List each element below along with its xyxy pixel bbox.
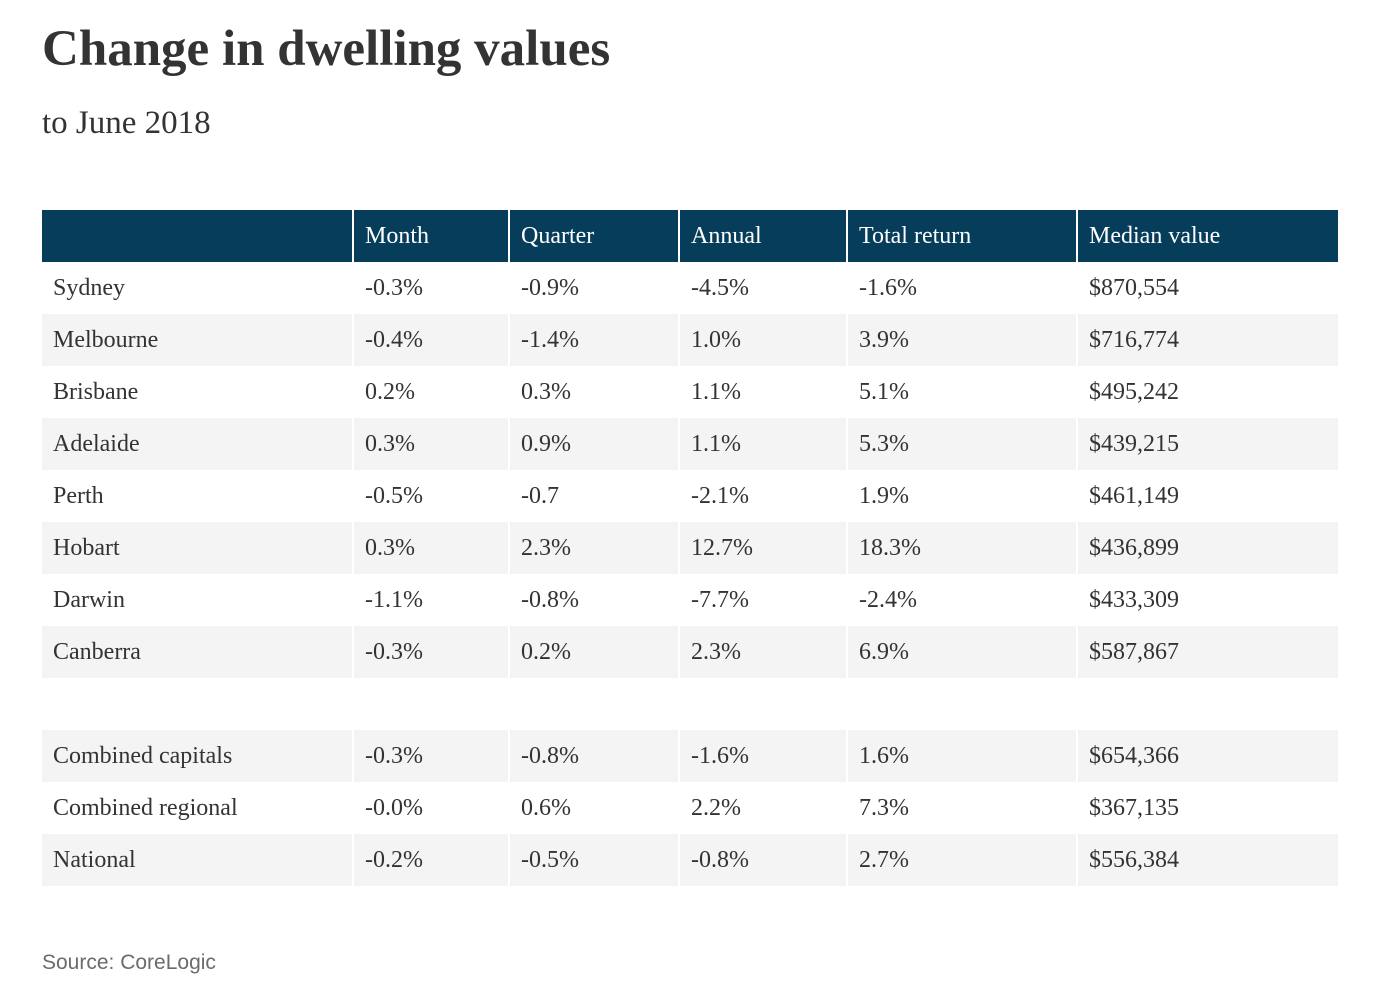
cell-annual: -7.7% xyxy=(678,574,847,626)
cell-region: Perth xyxy=(53,482,104,509)
cell-median-value: $587,867 xyxy=(1076,626,1338,678)
spacer-cell xyxy=(42,678,1338,730)
cell-median-value: $556,384 xyxy=(1076,834,1338,886)
table-row: Combined regional -0.0% 0.6% 2.2% 7.3% $… xyxy=(42,782,1338,834)
cell-quarter: -0.9% xyxy=(508,262,679,314)
cell-total-return: 2.7% xyxy=(846,834,1077,886)
cell-month: -0.3% xyxy=(352,730,509,782)
cell-annual: 1.0% xyxy=(678,314,847,366)
cell-annual: 12.7% xyxy=(678,522,847,574)
cell-region: Hobart xyxy=(53,534,120,561)
cell-quarter: 0.3% xyxy=(508,366,679,418)
cell-month: 0.3% xyxy=(352,418,509,470)
cell-month: -0.2% xyxy=(352,834,509,886)
header-quarter: Quarter xyxy=(508,210,679,262)
cell-quarter: -1.4% xyxy=(508,314,679,366)
cell-month: 0.2% xyxy=(352,366,509,418)
table-header-row: Month Quarter Annual Total return Median… xyxy=(42,210,1338,262)
chart-subtitle: to June 2018 xyxy=(42,105,211,141)
cell-annual: -2.1% xyxy=(678,470,847,522)
cell-annual: -1.6% xyxy=(678,730,847,782)
cell-region: Sydney xyxy=(53,274,125,301)
table-row: National -0.2% -0.5% -0.8% 2.7% $556,384 xyxy=(42,834,1338,886)
cell-annual: -0.8% xyxy=(678,834,847,886)
cell-region: Darwin xyxy=(53,586,125,613)
cell-median-value: $461,149 xyxy=(1076,470,1338,522)
table-row: Hobart 0.3% 2.3% 12.7% 18.3% $436,899 xyxy=(42,522,1338,574)
cell-total-return: -2.4% xyxy=(846,574,1077,626)
cell-total-return: 5.1% xyxy=(846,366,1077,418)
cell-region: National xyxy=(53,846,136,873)
header-annual: Annual xyxy=(678,210,847,262)
cell-month: -0.4% xyxy=(352,314,509,366)
cell-region: Adelaide xyxy=(53,430,140,457)
table-row: Combined capitals -0.3% -0.8% -1.6% 1.6%… xyxy=(42,730,1338,782)
cell-quarter: -0.8% xyxy=(508,574,679,626)
cell-quarter: -0.5% xyxy=(508,834,679,886)
cell-median-value: $870,554 xyxy=(1076,262,1338,314)
cell-region: Canberra xyxy=(53,638,141,665)
header-total-return: Total return xyxy=(846,210,1077,262)
header-region xyxy=(42,210,353,262)
cell-region: Brisbane xyxy=(53,378,139,405)
cell-median-value: $436,899 xyxy=(1076,522,1338,574)
cell-total-return: -1.6% xyxy=(846,262,1077,314)
cell-annual: 2.2% xyxy=(678,782,847,834)
cell-quarter: 0.2% xyxy=(508,626,679,678)
table-row: Adelaide 0.3% 0.9% 1.1% 5.3% $439,215 xyxy=(42,418,1338,470)
cell-month: -0.0% xyxy=(352,782,509,834)
table-row: Darwin -1.1% -0.8% -7.7% -2.4% $433,309 xyxy=(42,574,1338,626)
cell-median-value: $716,774 xyxy=(1076,314,1338,366)
cell-total-return: 3.9% xyxy=(846,314,1077,366)
cell-annual: 2.3% xyxy=(678,626,847,678)
cell-region: Melbourne xyxy=(53,326,159,353)
cell-total-return: 1.9% xyxy=(846,470,1077,522)
cell-region: Combined capitals xyxy=(53,742,233,769)
cell-annual: -4.5% xyxy=(678,262,847,314)
cell-total-return: 6.9% xyxy=(846,626,1077,678)
cell-quarter: 0.6% xyxy=(508,782,679,834)
cell-quarter: -0.7 xyxy=(508,470,679,522)
cell-quarter: 0.9% xyxy=(508,418,679,470)
cell-total-return: 5.3% xyxy=(846,418,1077,470)
table-row: Sydney -0.3% -0.9% -4.5% -1.6% $870,554 xyxy=(42,262,1338,314)
cell-region: Combined regional xyxy=(53,794,238,821)
chart-title: Change in dwelling values xyxy=(42,21,611,77)
cell-median-value: $495,242 xyxy=(1076,366,1338,418)
cell-month: 0.3% xyxy=(352,522,509,574)
cell-month: -0.3% xyxy=(352,626,509,678)
table-row: Brisbane 0.2% 0.3% 1.1% 5.1% $495,242 xyxy=(42,366,1338,418)
cell-quarter: -0.8% xyxy=(508,730,679,782)
dwelling-values-table: Month Quarter Annual Total return Median… xyxy=(42,210,1338,886)
header-median-value: Median value xyxy=(1076,210,1338,262)
cell-month: -0.5% xyxy=(352,470,509,522)
cell-quarter: 2.3% xyxy=(508,522,679,574)
table-spacer-row xyxy=(42,678,1338,730)
cell-annual: 1.1% xyxy=(678,366,847,418)
cell-total-return: 1.6% xyxy=(846,730,1077,782)
cell-median-value: $433,309 xyxy=(1076,574,1338,626)
cell-median-value: $439,215 xyxy=(1076,418,1338,470)
table-row: Melbourne -0.4% -1.4% 1.0% 3.9% $716,774 xyxy=(42,314,1338,366)
cell-annual: 1.1% xyxy=(678,418,847,470)
source-note: Source: CoreLogic xyxy=(42,951,216,974)
cell-median-value: $654,366 xyxy=(1076,730,1338,782)
cell-total-return: 7.3% xyxy=(846,782,1077,834)
cell-month: -0.3% xyxy=(352,262,509,314)
cell-total-return: 18.3% xyxy=(846,522,1077,574)
header-month: Month xyxy=(352,210,509,262)
table-row: Perth -0.5% -0.7 -2.1% 1.9% $461,149 xyxy=(42,470,1338,522)
table-row: Canberra -0.3% 0.2% 2.3% 6.9% $587,867 xyxy=(42,626,1338,678)
cell-month: -1.1% xyxy=(352,574,509,626)
cell-median-value: $367,135 xyxy=(1076,782,1338,834)
